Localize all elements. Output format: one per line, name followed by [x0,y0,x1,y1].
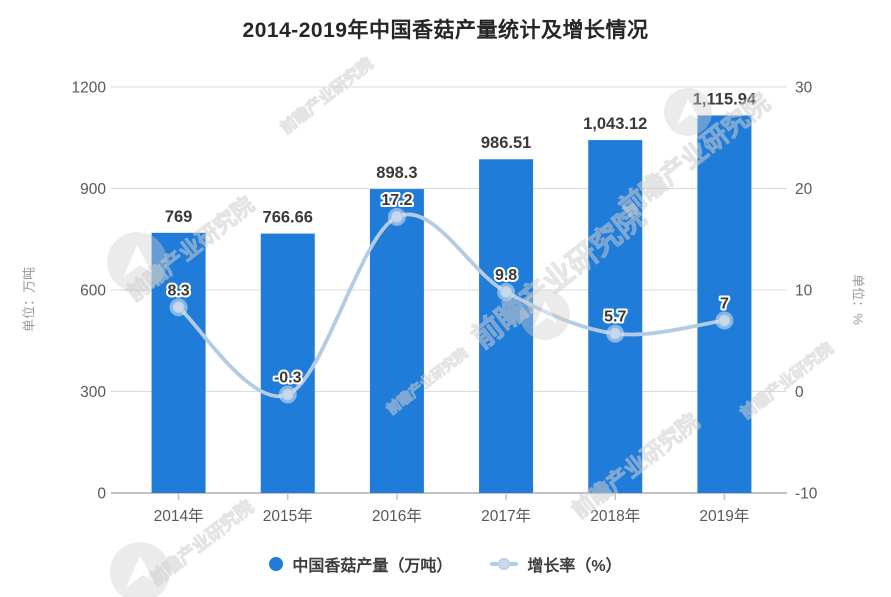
chart-legend: 中国香菇产量（万吨） 增长率（%） [0,552,891,576]
line-value-label: 17.2 [381,192,412,209]
bar-value-label: 1,115.94 [693,90,757,108]
line-value-label: 9.8 [495,267,517,284]
left-axis-tick-label: 600 [80,283,106,300]
line-value-label: 5.7 [604,309,626,326]
right-axis-tick-label: 30 [795,80,813,97]
x-axis-label: 2018年 [590,507,640,525]
bar [260,233,315,493]
x-axis-label: 2017年 [481,507,531,525]
bar [369,189,424,493]
bar-value-label: 986.51 [481,134,531,152]
bar-series-legend-marker-icon [269,557,284,571]
left-axis-tick-label: 0 [97,486,106,503]
legend-item-production: 中国香菇产量（万吨） [269,552,452,576]
left-axis-tick-label: 1200 [72,80,107,97]
line-marker [718,314,731,327]
legend-item-growth: 增长率（%） [490,552,622,576]
bar [479,159,534,494]
left-axis-tick-label: 300 [80,384,106,401]
right-axis-tick-label: -10 [795,486,818,503]
bar-value-label: 769 [165,208,193,226]
x-axis-label: 2014年 [154,507,204,525]
left-axis-tick-label: 900 [80,181,106,198]
x-axis-label: 2015年 [263,507,313,525]
bar [151,232,206,494]
right-axis-tick-label: 20 [795,181,813,198]
line-value-label: 8.3 [167,282,189,299]
bar-value-label: 766.66 [263,209,313,227]
bar-value-label: 898.3 [376,164,417,182]
right-axis-tick-label: 10 [795,283,813,300]
line-value-label: 7 [720,295,729,312]
bar-value-label: 1,043.12 [583,115,647,133]
x-axis-label: 2016年 [372,507,422,525]
right-axis-unit-label: 单位：% [850,274,866,325]
line-series-legend-marker-icon [490,558,519,570]
x-axis-label: 2019年 [699,507,749,525]
line-marker [281,388,294,401]
line-marker [390,210,403,223]
line-marker [500,286,513,299]
growth-line [177,212,725,399]
bar [588,140,643,493]
legend-label-growth: 增长率（%） [527,558,622,575]
chart-title: 2014-2019年中国香菇产量统计及增长情况 [242,19,649,42]
line-marker [172,301,185,314]
legend-label-production: 中国香菇产量（万吨） [292,558,453,575]
left-axis-unit-label: 单位：万吨 [21,267,37,333]
bar [697,115,752,493]
line-marker [609,327,622,340]
right-axis-tick-label: 0 [795,384,804,401]
line-value-label: -0.3 [274,370,302,387]
